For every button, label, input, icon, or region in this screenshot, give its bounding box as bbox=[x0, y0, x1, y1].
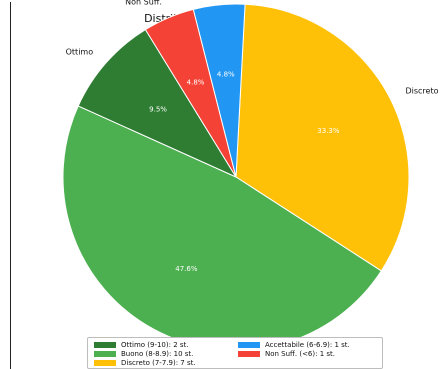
legend-swatch bbox=[238, 342, 260, 348]
pie-slice bbox=[192, 3, 246, 178]
legend-entry: Ottimo (9-10): 2 st. bbox=[94, 341, 189, 349]
pie-percent-label: 33.3% bbox=[317, 127, 340, 135]
legend-swatch bbox=[238, 351, 260, 357]
legend-label: Accettabile (6-6.9): 1 st. bbox=[265, 341, 350, 349]
pie-slice bbox=[235, 3, 410, 272]
pie-percent-label: 9.5% bbox=[149, 105, 167, 113]
legend-entry: Discreto (7-7.9): 7 st. bbox=[94, 359, 196, 367]
legend-entry: Accettabile (6-6.9): 1 st. bbox=[238, 341, 350, 349]
pie-percent-label: 4.8% bbox=[217, 71, 235, 79]
pie-percent-label: 47.6% bbox=[175, 265, 198, 273]
legend-swatch bbox=[94, 351, 116, 357]
legend-entry: Buono (8-8.9): 10 st. bbox=[94, 350, 193, 358]
legend-label: Non Suff. (<6): 1 st. bbox=[265, 350, 335, 358]
pie-percent-labels: 33.3% 47.6% 9.5% 4.8% 4.8% bbox=[149, 71, 340, 273]
pie-slice bbox=[62, 105, 382, 351]
legend-label: Ottimo (9-10): 2 st. bbox=[121, 341, 189, 349]
pie-category-label: Non Suff. bbox=[125, 0, 162, 7]
legend-label: Buono (8-8.9): 10 st. bbox=[121, 350, 194, 358]
pie-category-label: Discreto bbox=[405, 86, 438, 95]
pie-category-label: Ottimo bbox=[66, 47, 94, 56]
legend-swatch bbox=[94, 342, 116, 348]
pie-percent-label: 4.8% bbox=[187, 78, 205, 86]
legend-label: Discreto (7-7.9): 7 st. bbox=[121, 359, 196, 367]
pie-slices bbox=[62, 3, 410, 351]
pie-slice bbox=[77, 28, 238, 179]
chart-legend: Ottimo (9-10): 2 st. Accettabile (6-6.9)… bbox=[87, 337, 383, 369]
frame-border bbox=[10, 2, 11, 369]
legend-swatch bbox=[94, 360, 116, 366]
legend-entry: Non Suff. (<6): 1 st. bbox=[238, 350, 335, 358]
